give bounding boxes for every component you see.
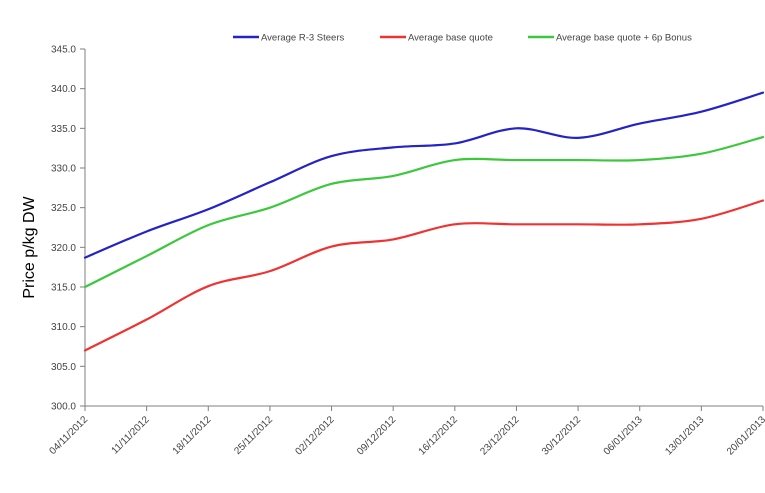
x-tick-label: 30/12/2012 (540, 414, 583, 457)
y-tick-label: 310.0 (51, 322, 76, 333)
x-tick-label: 18/11/2012 (171, 414, 214, 457)
x-tick-label: 06/01/2013 (602, 414, 645, 457)
y-axis-label: Price p/kg DW (21, 195, 38, 298)
x-tick-label: 11/11/2012 (110, 414, 152, 456)
series-line-average-r-3-steers (83, 91, 765, 259)
x-tick-label: 16/12/2012 (417, 414, 460, 457)
y-tick-label: 305.0 (51, 362, 76, 373)
series-line-average-base-quote-6p-bonus (83, 135, 765, 289)
y-tick-label: 340.0 (51, 84, 76, 95)
y-tick-label: 335.0 (51, 124, 76, 135)
legend-label-average-base-quote-6p-bonus: Average base quote + 6p Bonus (556, 33, 692, 44)
legend-label-average-r-3-steers: Average R-3 Steers (261, 33, 345, 44)
x-tick-label: 13/01/2013 (663, 414, 706, 457)
y-tick-label: 315.0 (51, 283, 76, 294)
x-tick-label: 23/12/2012 (478, 414, 521, 457)
y-tick-label: 320.0 (51, 243, 76, 254)
series-layer (83, 91, 765, 352)
x-tick-label: 02/12/2012 (293, 414, 336, 457)
x-tick-label: 04/11/2012 (47, 414, 90, 457)
x-tick-label: 09/12/2012 (355, 414, 398, 457)
axes-layer (84, 49, 763, 407)
y-tick-label: 325.0 (51, 203, 76, 214)
y-tick-label: 300.0 (51, 402, 76, 413)
legend: Average R-3 Steers Average base quote Aver… (233, 33, 692, 44)
series-line-average-base-quote (83, 199, 765, 352)
y-axis-label-layer: Price p/kg DW (21, 195, 38, 298)
y-tick-label: 330.0 (51, 164, 76, 175)
x-tick-label: 25/11/2012 (232, 414, 275, 457)
x-tick-label: 20/01/2013 (725, 414, 765, 457)
y-tick-label: 345.0 (51, 45, 76, 56)
legend-label-average-base-quote: Average base quote (408, 33, 493, 44)
